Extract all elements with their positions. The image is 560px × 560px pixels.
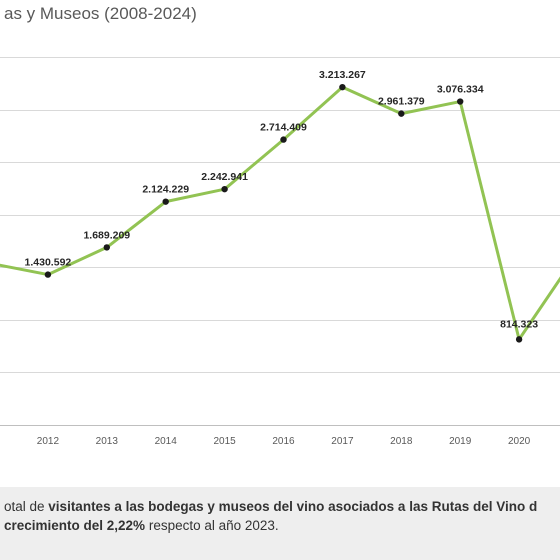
line-chart: 201220132014201520162017201820192020951.… [0, 57, 560, 447]
x-tick-label: 2015 [213, 436, 236, 447]
chart-title: as y Museos (2008-2024) [4, 4, 197, 23]
footer-text-prefix: otal de [4, 499, 49, 514]
data-point [44, 271, 52, 278]
x-tick-label: 2013 [96, 436, 119, 447]
footer-caption: otal de visitantes a las bodegas y museo… [0, 487, 560, 560]
data-label: 3.076.334 [437, 84, 484, 96]
footer-bold-text: visitantes a las bodegas y museos del vi… [48, 499, 538, 514]
data-point [339, 83, 346, 91]
data-label: 2.124.229 [142, 184, 189, 196]
data-point [457, 98, 464, 105]
x-tick-label: 2016 [272, 436, 295, 447]
data-point [515, 336, 523, 343]
data-point [162, 198, 169, 205]
footer-growth-text: crecimiento del 2,22% [4, 518, 146, 533]
x-tick-label: 2017 [331, 436, 354, 447]
data-label: 2.242.941 [201, 171, 248, 183]
data-point [280, 136, 287, 143]
data-point [103, 244, 111, 251]
data-label: 1.430.592 [25, 257, 72, 269]
footer-line-1: otal de visitantes a las bodegas y museo… [4, 497, 537, 516]
footer-line-2: crecimiento del 2,22% respecto al año 20… [4, 516, 279, 535]
x-tick-label: 2014 [155, 436, 178, 447]
data-label: 814.323 [500, 318, 538, 330]
footer-text-rest: respecto al año 2023. [145, 518, 279, 533]
x-tick-label: 2018 [390, 436, 413, 447]
data-label: 2.714.409 [260, 122, 307, 134]
data-label: 3.213.267 [319, 69, 366, 81]
data-label: 1.689.209 [83, 229, 130, 241]
x-tick-label: 2020 [508, 436, 531, 447]
data-point [398, 110, 405, 117]
x-tick-label: 2019 [449, 436, 472, 447]
data-point [221, 185, 228, 193]
x-tick-label: 2012 [37, 436, 60, 447]
data-label: 2.961.379 [378, 96, 425, 108]
